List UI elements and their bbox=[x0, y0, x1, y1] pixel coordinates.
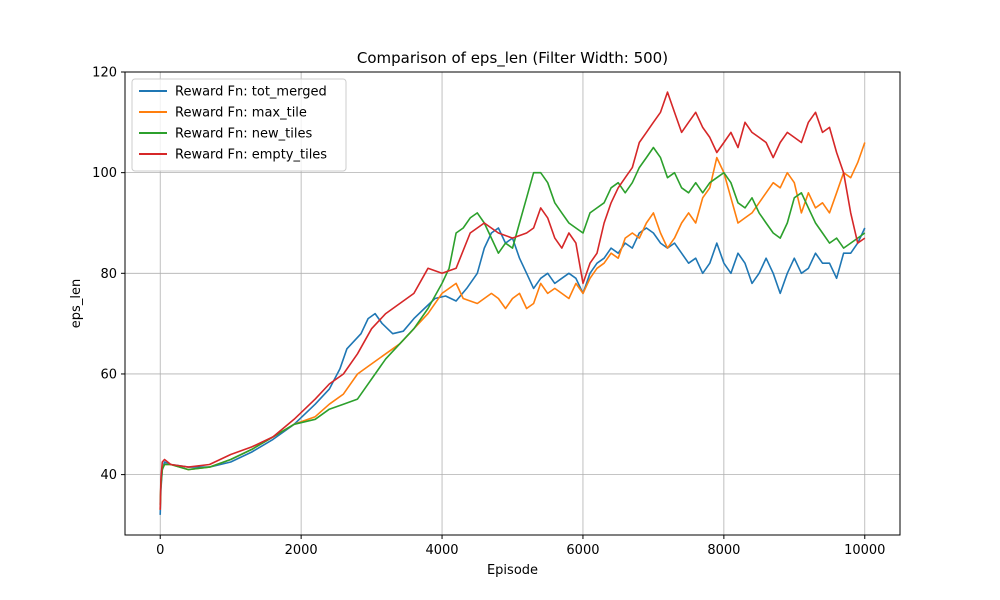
legend-label: Reward Fn: tot_merged bbox=[175, 85, 327, 100]
y-tick-label: 80 bbox=[100, 267, 117, 282]
x-tick-label: 2000 bbox=[285, 543, 318, 558]
y-axis-label: eps_len bbox=[69, 279, 84, 328]
legend-label: Reward Fn: empty_tiles bbox=[175, 148, 327, 163]
y-tick-label: 120 bbox=[92, 66, 117, 81]
series-line-2 bbox=[159, 142, 866, 510]
series-line-4 bbox=[159, 91, 866, 510]
series-line-1 bbox=[159, 227, 866, 515]
y-tick-label: 100 bbox=[92, 166, 117, 181]
x-tick-label: 10000 bbox=[844, 543, 885, 558]
chart-title: Comparison of eps_len (Filter Width: 500… bbox=[357, 49, 668, 68]
axis-ticks: 0 2000 4000 6000 8000 10000 40 60 80 100 120 bbox=[92, 66, 885, 559]
plot-area-frame bbox=[124, 71, 901, 536]
x-tick-label: 4000 bbox=[425, 543, 458, 558]
x-tick-label: 8000 bbox=[707, 543, 740, 558]
x-tick-label: 6000 bbox=[566, 543, 599, 558]
legend: Reward Fn: tot_merged Reward Fn: max_tile… bbox=[131, 78, 347, 172]
legend-label: Reward Fn: max_tile bbox=[175, 106, 307, 121]
series-line-3 bbox=[159, 146, 866, 505]
legend-box bbox=[131, 78, 347, 172]
y-tick-label: 60 bbox=[100, 367, 117, 382]
legend-label: Reward Fn: new_tiles bbox=[175, 127, 312, 142]
x-axis-label: Episode bbox=[487, 563, 538, 578]
series-lines bbox=[159, 91, 866, 515]
x-tick-label: 0 bbox=[156, 543, 164, 558]
y-tick-label: 40 bbox=[100, 468, 117, 483]
